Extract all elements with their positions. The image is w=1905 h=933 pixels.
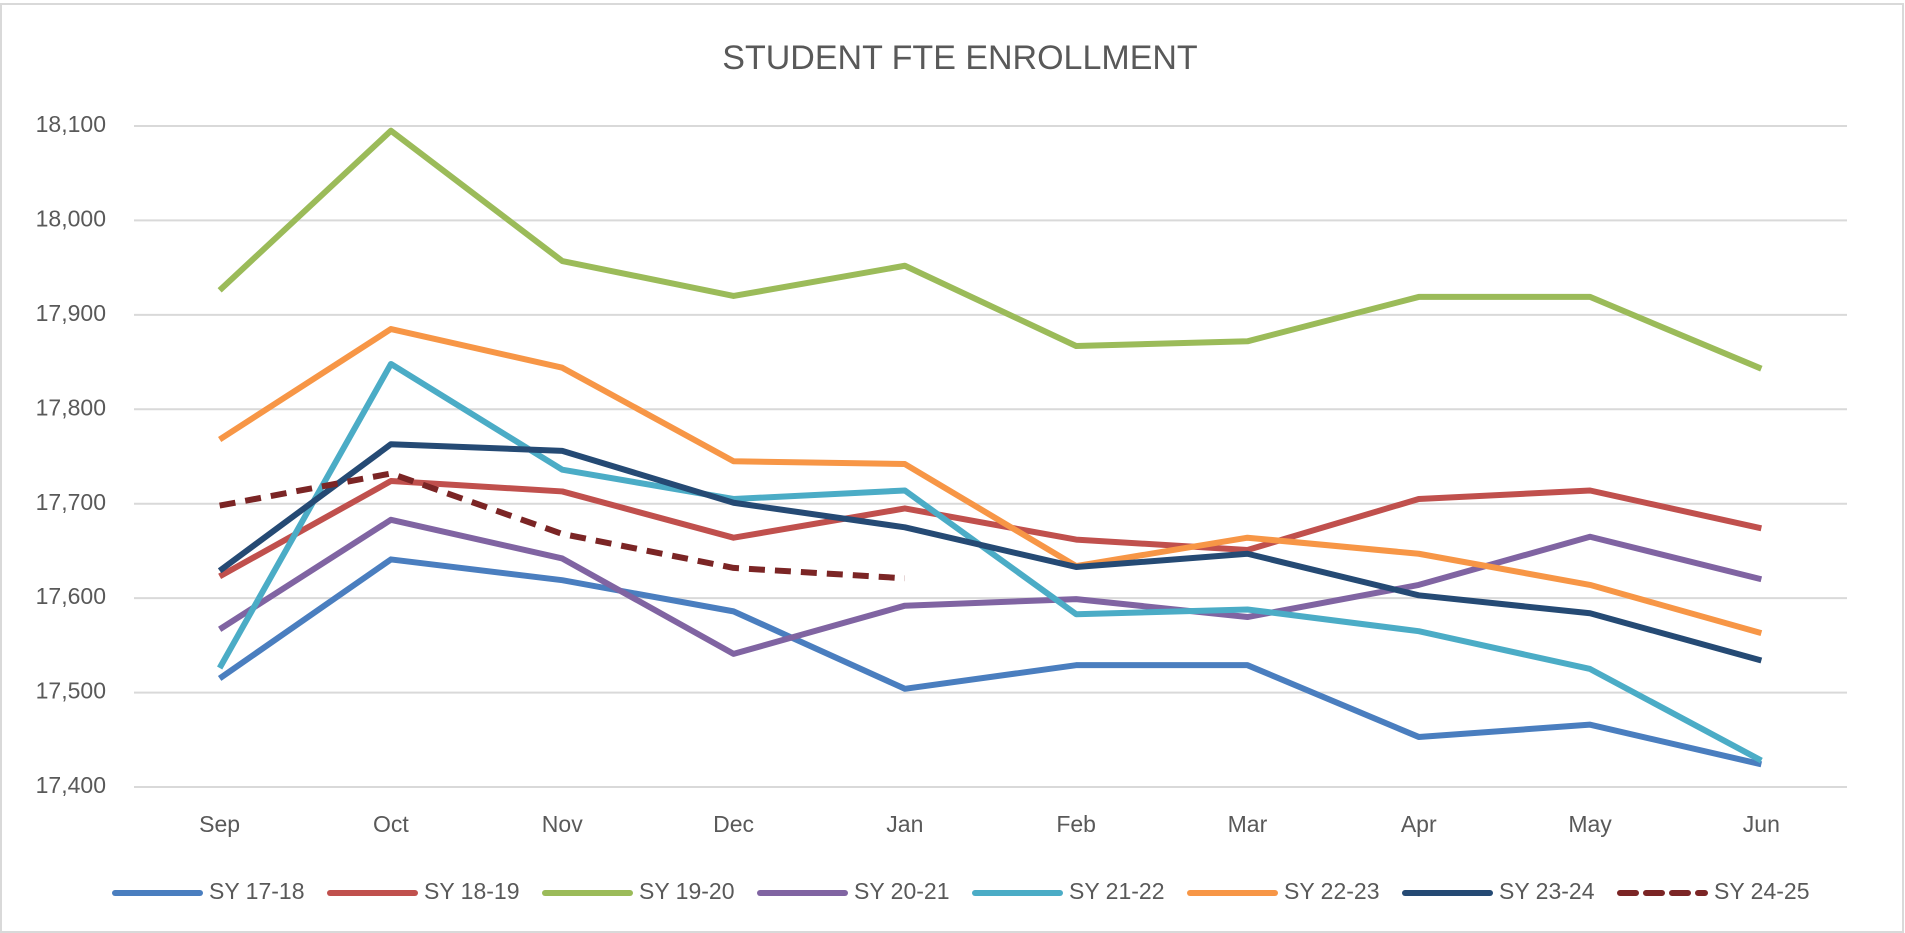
y-tick-label: 18,000	[36, 206, 106, 232]
series-line	[218, 516, 1763, 657]
legend-label: SY 18-19	[424, 878, 519, 904]
series-line	[218, 326, 1763, 636]
legend-label: SY 20-21	[854, 878, 949, 904]
y-tick-label: 17,500	[36, 678, 106, 704]
y-tick-label: 18,100	[36, 111, 106, 137]
x-tick-label: May	[1568, 811, 1612, 837]
legend-label: SY 23-24	[1499, 878, 1595, 904]
legend-label: SY 17-18	[209, 878, 304, 904]
series-line	[217, 441, 1763, 664]
x-tick-label: Sep	[199, 811, 240, 837]
series-line	[219, 470, 906, 582]
x-tick-label: Apr	[1401, 811, 1437, 837]
x-tick-label: Feb	[1056, 811, 1096, 837]
x-tick-label: Mar	[1228, 811, 1268, 837]
legend-label: SY 21-22	[1069, 878, 1164, 904]
series-line	[217, 360, 1763, 764]
legend-label: SY 19-20	[639, 878, 734, 904]
legend-label: SY 22-23	[1284, 878, 1379, 904]
x-tick-label: Dec	[713, 811, 754, 837]
series-line	[217, 127, 1763, 372]
y-tick-label: 17,700	[36, 489, 106, 515]
series-line	[217, 556, 1763, 768]
y-tick-label: 17,900	[36, 300, 106, 326]
y-tick-label: 17,400	[36, 772, 106, 798]
y-tick-label: 17,800	[36, 394, 106, 420]
series-line	[218, 478, 1762, 580]
x-tick-label: Oct	[373, 811, 409, 837]
y-tick-label: 17,600	[36, 583, 106, 609]
legend-label: SY 24-25	[1714, 878, 1809, 904]
x-tick-label: Jun	[1743, 811, 1780, 837]
x-tick-label: Jan	[886, 811, 923, 837]
x-tick-label: Nov	[542, 811, 583, 837]
chart-title: STUDENT FTE ENROLLMENT	[722, 39, 1197, 77]
chart-frame	[0, 3, 1904, 933]
